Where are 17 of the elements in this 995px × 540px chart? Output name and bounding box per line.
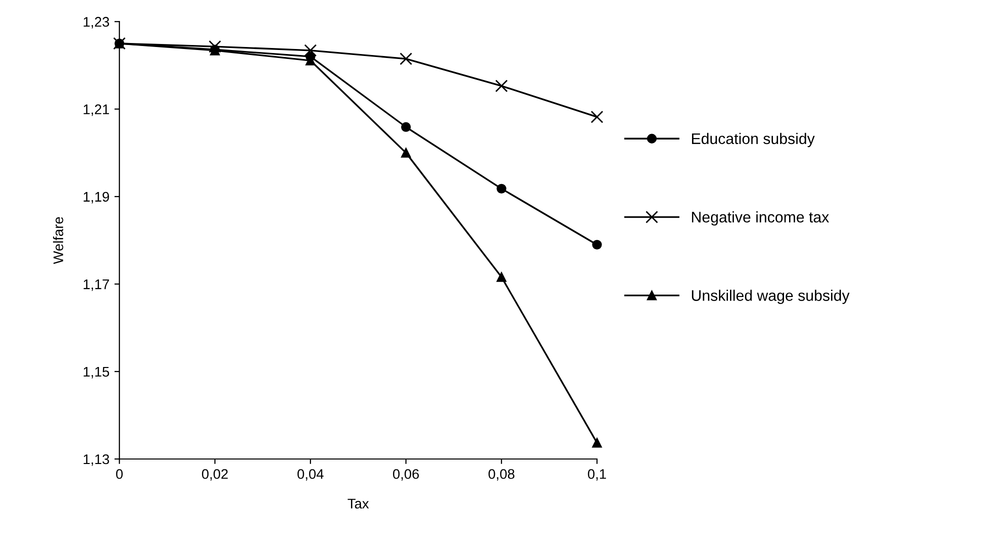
- legend-label: Negative income tax: [692, 211, 830, 226]
- y-tick-label: 1,19: [84, 192, 110, 204]
- y-axis-title: Welfare: [53, 217, 64, 264]
- x-axis-title: Tax: [348, 498, 369, 509]
- legend-label: Unskilled wage subsidy: [692, 290, 850, 304]
- y-tick-label: 1,21: [84, 104, 110, 116]
- x-tick-label: 0,04: [297, 469, 324, 481]
- legend-label: Education subsidy: [692, 132, 815, 148]
- y-tick-label: 1,23: [84, 16, 110, 28]
- y-tick-label: 1,15: [84, 366, 110, 378]
- y-tick-label: 1,13: [84, 454, 110, 466]
- x-tick-label: 0,06: [392, 469, 419, 481]
- x-tick-label: 0,08: [488, 469, 514, 481]
- x-tick-label: 0: [116, 469, 123, 479]
- x-tick-label: 0,02: [202, 469, 228, 481]
- x-tick-label: 0,1: [588, 469, 606, 481]
- y-tick-label: 1,17: [84, 280, 109, 291]
